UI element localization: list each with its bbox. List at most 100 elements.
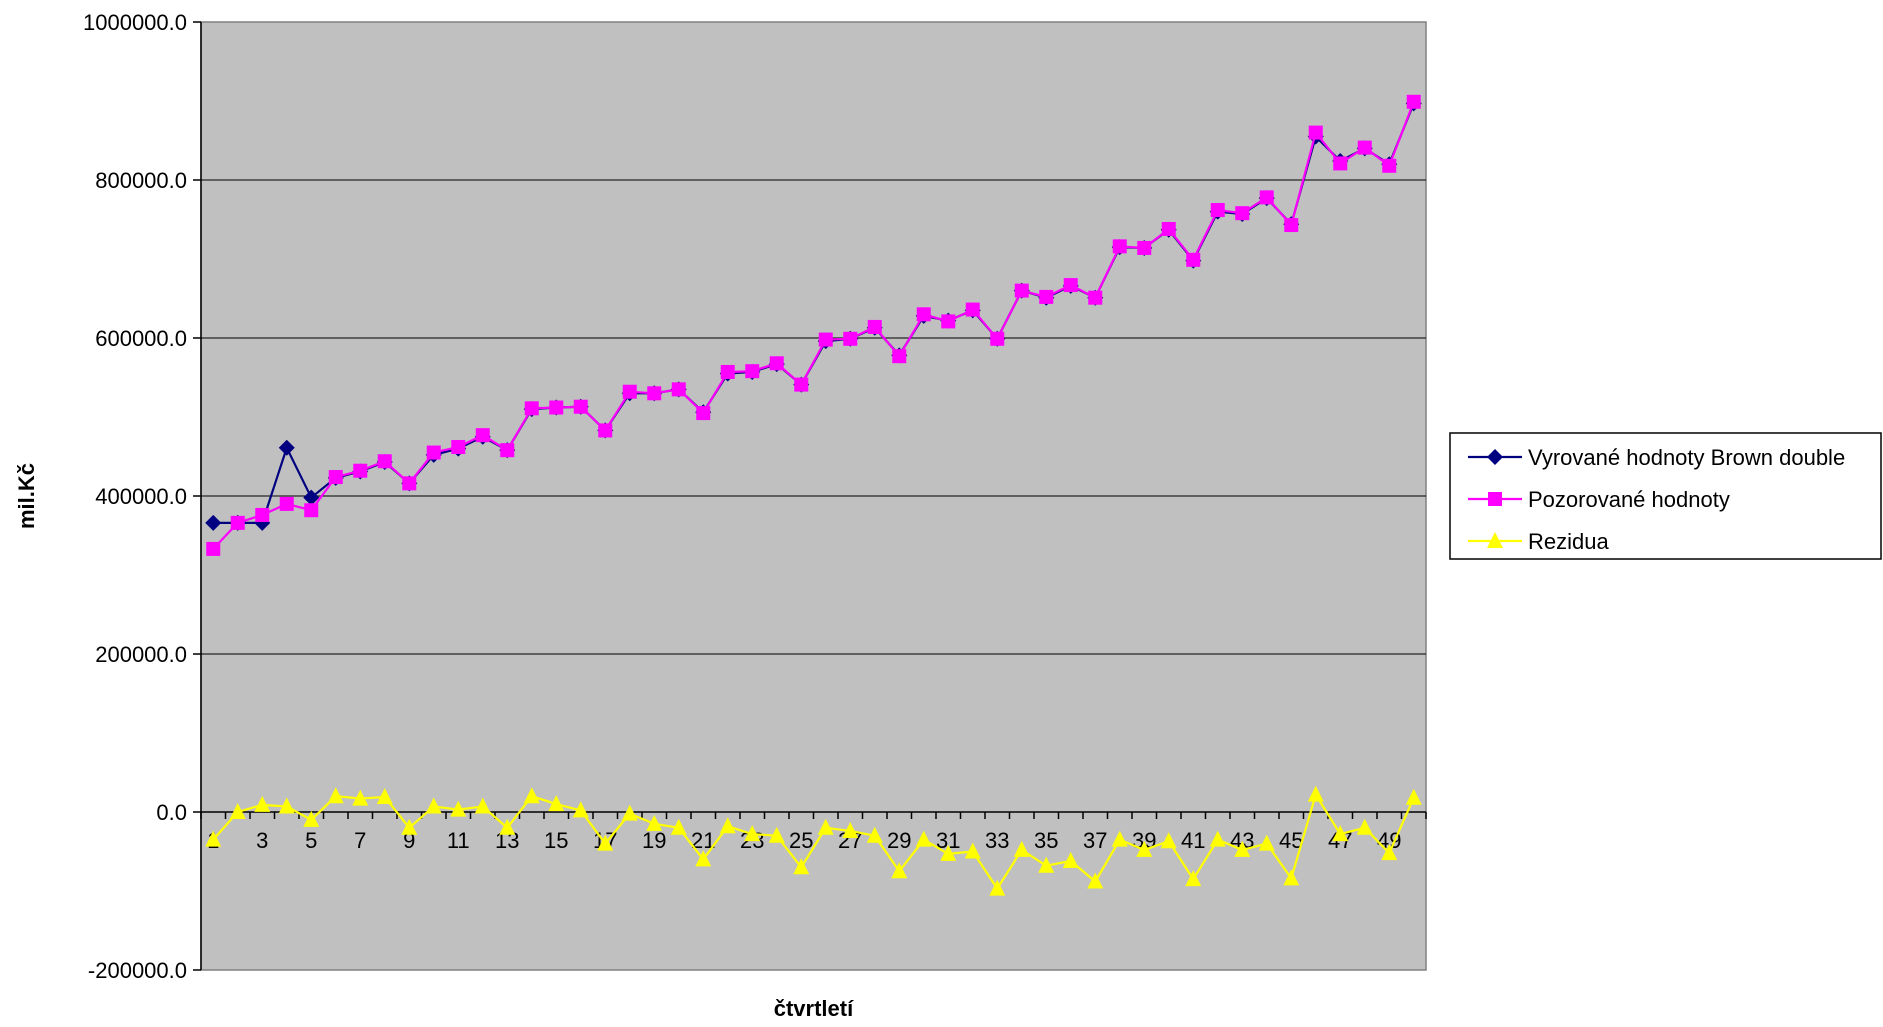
data-point [573, 399, 588, 414]
data-point [941, 314, 956, 329]
data-point [1307, 785, 1324, 802]
data-point [278, 797, 295, 814]
x-axis-ticks: 1357911131517192123252729313335373941434… [200, 811, 1427, 853]
x-tick-label: 15 [544, 828, 568, 853]
data-point [1405, 788, 1422, 805]
data-point [376, 787, 393, 804]
data-point [793, 858, 810, 875]
data-point [817, 818, 834, 835]
data-point [1160, 832, 1177, 849]
data-point [1136, 840, 1153, 857]
data-point [891, 862, 908, 879]
data-point [304, 503, 319, 518]
data-point [474, 797, 491, 814]
data-point [1111, 830, 1128, 847]
data-point [597, 834, 614, 851]
data-point [377, 454, 392, 469]
data-point [1235, 206, 1250, 221]
data-point [744, 825, 761, 842]
data-point [1038, 856, 1055, 873]
data-point [229, 803, 246, 819]
data-point [598, 423, 613, 438]
data-point [205, 514, 222, 531]
y-tick-label: -200000.0 [88, 958, 187, 983]
x-tick-label: 37 [1083, 828, 1107, 853]
data-point [1088, 290, 1103, 305]
y-tick-label: 400000.0 [95, 484, 187, 509]
data-point [230, 515, 245, 530]
x-axis-title: čtvrtletí [774, 996, 854, 1021]
x-tick-label: 35 [1034, 828, 1058, 853]
legend-box [1449, 432, 1882, 560]
y-axis-title: mil.Kč [14, 463, 39, 529]
data-point [352, 789, 369, 806]
y-axis-ticks: -200000.0 0.0 200000.0 400000.0 600000.0 8000… [83, 10, 202, 983]
data-point [769, 356, 784, 371]
data-point [499, 818, 516, 835]
data-point [915, 830, 932, 847]
data-point [1333, 156, 1348, 171]
x-tick-label: 29 [887, 828, 911, 853]
data-point [867, 319, 882, 334]
legend-label: Rezidua [1528, 529, 1609, 554]
data-point [1258, 834, 1275, 851]
x-tick-label: 3 [256, 828, 268, 853]
y-tick-label: 1000000.0 [83, 10, 187, 35]
x-tick-label: 41 [1181, 828, 1205, 853]
y-tick-label: 200000.0 [95, 642, 187, 667]
data-point [720, 364, 735, 379]
data-point [500, 443, 515, 458]
data-point [964, 842, 981, 859]
data-point [1234, 840, 1251, 857]
data-point [818, 332, 833, 347]
legend: Vyrované hodnoty Brown double Pozorované … [1449, 432, 1882, 560]
data-point [1112, 239, 1127, 254]
data-point [1209, 830, 1226, 847]
data-point [1161, 221, 1176, 236]
data-point [842, 821, 859, 838]
data-point [328, 470, 343, 485]
legend-label: Vyrované hodnoty Brown double [1528, 445, 1845, 470]
data-point [1406, 94, 1421, 109]
data-point [1185, 870, 1202, 887]
data-point [768, 826, 785, 843]
data-point [206, 541, 221, 556]
y-tick-label: 800000.0 [95, 168, 187, 193]
data-point [965, 302, 980, 317]
data-point [303, 810, 320, 827]
data-point [523, 787, 540, 804]
data-point [524, 401, 539, 416]
data-point [255, 507, 270, 522]
data-point [622, 384, 637, 399]
data-point [1063, 278, 1078, 293]
data-point [278, 439, 295, 456]
series-2 [206, 94, 1421, 556]
data-point [1332, 825, 1349, 842]
data-point [1210, 203, 1225, 218]
data-point [696, 406, 711, 421]
data-point [1283, 869, 1300, 886]
data-point [572, 801, 589, 818]
data-point [794, 377, 809, 392]
data-point [353, 463, 368, 478]
data-point [647, 386, 662, 401]
data-point [548, 795, 565, 812]
x-tick-label: 5 [305, 828, 317, 853]
y-tick-label: 0.0 [156, 800, 187, 825]
data-point [401, 818, 418, 835]
data-point [671, 382, 686, 397]
data-point [719, 817, 736, 834]
legend-item: Vyrované hodnoty Brown double [1468, 445, 1845, 470]
data-point [1308, 125, 1323, 140]
data-point [1357, 140, 1372, 155]
data-point [303, 489, 320, 506]
legend-swatch-marker [1487, 532, 1503, 548]
data-point [892, 349, 907, 364]
data-point [940, 844, 957, 861]
legend-swatch-marker [1488, 492, 1502, 506]
data-point [990, 331, 1005, 346]
data-point [254, 795, 271, 812]
data-point [1137, 240, 1152, 255]
data-point [843, 331, 858, 346]
